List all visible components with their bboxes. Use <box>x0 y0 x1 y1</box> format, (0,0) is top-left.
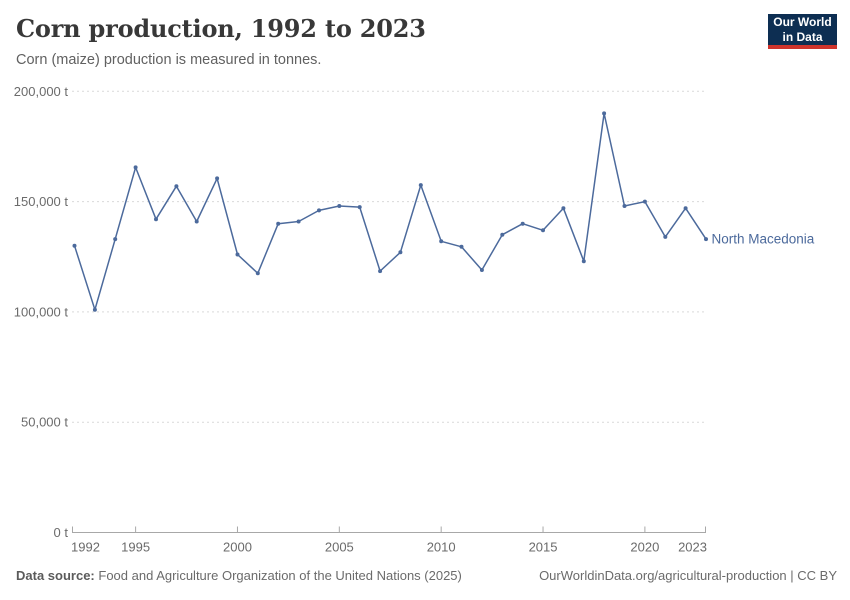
data-point[interactable] <box>642 199 647 204</box>
data-point[interactable] <box>194 219 199 224</box>
owid-logo[interactable]: Our World in Data <box>768 14 837 49</box>
footer-link[interactable]: OurWorldinData.org/agricultural-producti… <box>539 568 837 583</box>
x-axis-label: 2010 <box>427 540 456 555</box>
data-point[interactable] <box>378 269 383 274</box>
data-point[interactable] <box>72 243 77 248</box>
data-point[interactable] <box>459 244 464 249</box>
y-axis-label: 200,000 t <box>14 84 69 99</box>
data-point[interactable] <box>622 204 627 208</box>
data-point[interactable] <box>337 204 342 208</box>
x-axis-label: 2023 <box>678 540 707 555</box>
data-point[interactable] <box>683 206 688 211</box>
owid-logo-line1: Our World <box>773 15 832 30</box>
data-point[interactable] <box>133 165 138 170</box>
data-point[interactable] <box>704 237 708 242</box>
data-point[interactable] <box>581 259 586 264</box>
data-line[interactable] <box>73 112 707 311</box>
data-point[interactable] <box>541 228 545 233</box>
y-axis-label: 0 t <box>54 525 69 540</box>
data-point[interactable] <box>479 268 484 272</box>
chart-footer: Data source: Food and Agriculture Organi… <box>16 568 837 583</box>
data-point[interactable] <box>602 111 607 116</box>
data-point[interactable] <box>520 221 525 226</box>
data-source-note: Data source: Food and Agriculture Organi… <box>16 568 462 583</box>
data-point[interactable] <box>357 205 362 210</box>
data-point[interactable] <box>174 184 179 189</box>
data-point[interactable] <box>92 307 97 312</box>
owid-logo-line2: in Data <box>782 29 823 44</box>
data-source-label: Data source: <box>16 568 95 583</box>
data-point[interactable] <box>215 176 220 181</box>
data-point[interactable] <box>561 206 566 211</box>
data-point[interactable] <box>500 232 505 237</box>
data-point[interactable] <box>418 183 423 188</box>
data-source-text: Food and Agriculture Organization of the… <box>98 568 462 583</box>
data-point[interactable] <box>296 219 301 224</box>
page-title: Corn production, 1992 to 2023 <box>16 14 426 43</box>
data-point[interactable] <box>317 208 321 213</box>
chart-subtitle: Corn (maize) production is measured in t… <box>16 52 322 68</box>
data-point[interactable] <box>398 250 403 255</box>
x-axis-label: 2015 <box>529 540 558 555</box>
data-point[interactable] <box>113 237 118 242</box>
x-axis-label: 2005 <box>325 540 354 555</box>
data-point[interactable] <box>235 252 240 257</box>
x-axis-label: 1995 <box>121 540 150 555</box>
data-point[interactable] <box>255 271 260 276</box>
y-axis-label: 100,000 t <box>14 304 69 319</box>
y-axis-label: 150,000 t <box>14 194 69 209</box>
y-axis-label: 50,000 t <box>21 415 68 430</box>
x-axis-label: 2020 <box>630 540 659 555</box>
x-axis-label: 1992 <box>71 540 100 555</box>
data-point[interactable] <box>154 217 158 222</box>
data-point[interactable] <box>439 239 444 244</box>
data-point[interactable] <box>276 221 281 226</box>
x-axis-label: 2000 <box>223 540 252 555</box>
data-point[interactable] <box>663 234 668 239</box>
series-label[interactable]: North Macedonia <box>712 232 815 247</box>
